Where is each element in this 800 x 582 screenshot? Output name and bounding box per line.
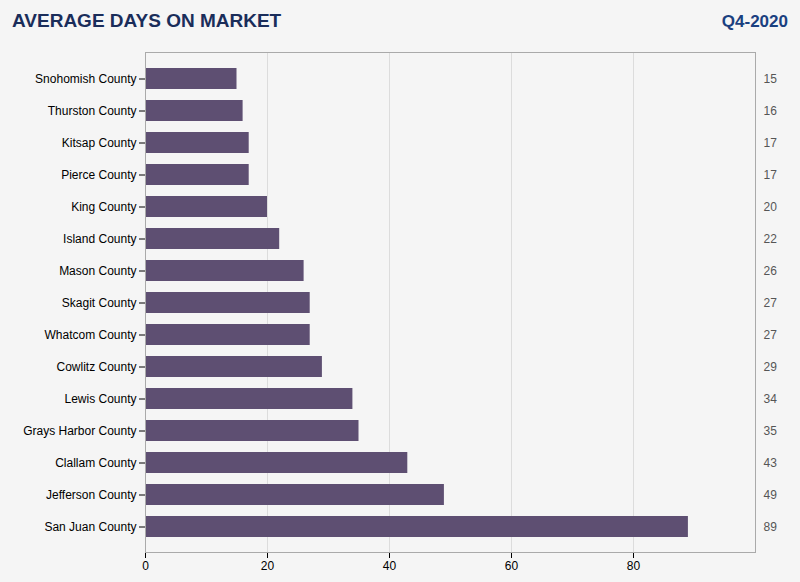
svg-text:43: 43 xyxy=(764,456,778,470)
svg-text:Skagit County: Skagit County xyxy=(62,296,137,310)
svg-text:27: 27 xyxy=(764,296,778,310)
svg-text:27: 27 xyxy=(764,328,778,342)
svg-text:34: 34 xyxy=(764,392,778,406)
html-text:AVERAGE DAYS ON MARKET: AVERAGE DAYS ON MARKET xyxy=(12,10,282,31)
svg-text:King County: King County xyxy=(71,200,136,214)
svg-text:0: 0 xyxy=(142,559,149,573)
svg-text:29: 29 xyxy=(764,360,778,374)
svg-text:Kitsap County: Kitsap County xyxy=(62,136,137,150)
svg-text:Pierce County: Pierce County xyxy=(61,168,136,182)
svg-text:17: 17 xyxy=(764,168,778,182)
svg-text:20: 20 xyxy=(261,559,275,573)
svg-text:26: 26 xyxy=(764,264,778,278)
svg-text:80: 80 xyxy=(627,559,641,573)
svg-text:49: 49 xyxy=(764,488,778,502)
svg-text:Island County: Island County xyxy=(63,232,136,246)
svg-text:Grays Harbor County: Grays Harbor County xyxy=(23,424,136,438)
svg-text:San Juan County: San Juan County xyxy=(44,520,136,534)
svg-text:16: 16 xyxy=(764,104,778,118)
svg-text:17: 17 xyxy=(764,136,778,150)
svg-text:Thurston County: Thurston County xyxy=(48,104,137,118)
svg-text:20: 20 xyxy=(764,200,778,214)
svg-text:35: 35 xyxy=(764,424,778,438)
svg-text:Whatcom County: Whatcom County xyxy=(44,328,136,342)
svg-text:Snohomish County: Snohomish County xyxy=(35,72,136,86)
svg-text:22: 22 xyxy=(764,232,778,246)
svg-text:Jefferson County: Jefferson County xyxy=(46,488,137,502)
html-text:Q4-2020: Q4-2020 xyxy=(721,12,788,31)
svg-text:89: 89 xyxy=(764,520,778,534)
svg-text:60: 60 xyxy=(505,559,519,573)
svg-text:Mason County: Mason County xyxy=(59,264,136,278)
svg-text:15: 15 xyxy=(764,72,778,86)
svg-text:40: 40 xyxy=(383,559,397,573)
svg-text:Clallam County: Clallam County xyxy=(55,456,136,470)
svg-text:Lewis County: Lewis County xyxy=(64,392,136,406)
svg-text:Cowlitz County: Cowlitz County xyxy=(56,360,136,374)
